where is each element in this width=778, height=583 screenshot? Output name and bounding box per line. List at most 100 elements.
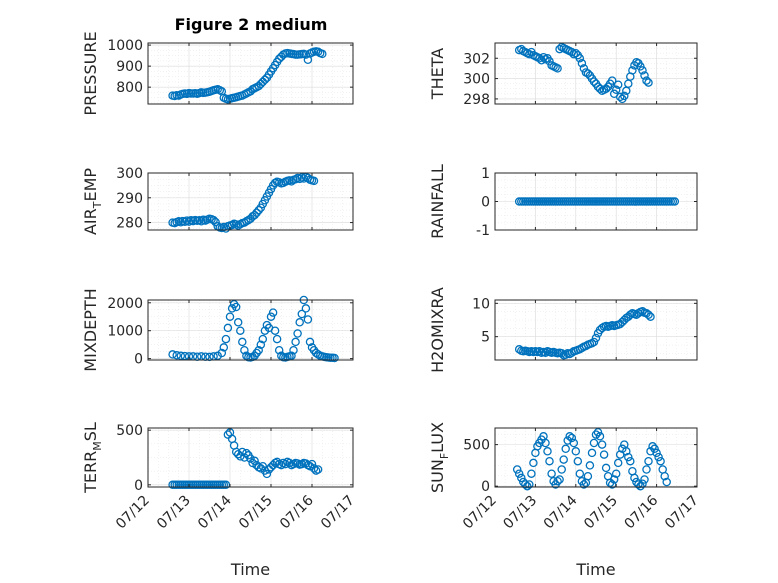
y-axis-label-subscript: T bbox=[91, 201, 104, 209]
data-point bbox=[660, 471, 669, 481]
y-tick-label: 0 bbox=[481, 195, 490, 211]
data-point bbox=[559, 455, 568, 464]
data-point bbox=[219, 222, 229, 232]
data-point bbox=[254, 205, 263, 215]
data-point bbox=[258, 334, 268, 344]
data-point bbox=[176, 351, 186, 361]
data-point bbox=[670, 197, 680, 206]
y-tick-label: 1000 bbox=[107, 38, 143, 54]
data-point bbox=[565, 432, 574, 441]
data-point bbox=[573, 456, 583, 466]
y-tick-label: 0 bbox=[134, 352, 143, 368]
data-point bbox=[252, 208, 261, 217]
data-point bbox=[644, 456, 653, 466]
data-point bbox=[613, 80, 623, 89]
data-point bbox=[256, 340, 266, 349]
y-axis-label-main: TERR bbox=[81, 451, 100, 494]
data-point bbox=[514, 345, 524, 354]
data-point bbox=[240, 345, 249, 355]
data-point bbox=[223, 430, 233, 439]
data-point bbox=[597, 323, 607, 333]
data-point bbox=[577, 59, 587, 68]
chart-panel-mixdepth: 0 1000 2000 MIXDEPTH bbox=[81, 288, 354, 372]
y-axis-label-main: PRESSURE bbox=[81, 31, 100, 115]
figure-title: Figure 2 medium bbox=[175, 15, 328, 34]
data-point bbox=[225, 312, 235, 321]
data-point bbox=[567, 433, 577, 443]
data-point bbox=[525, 480, 534, 489]
data-point bbox=[318, 49, 327, 59]
y-axis-label-main: MIXDEPTH bbox=[81, 288, 100, 371]
data-point bbox=[529, 458, 538, 468]
data-point bbox=[272, 334, 282, 344]
data-point bbox=[609, 475, 619, 484]
data-point bbox=[250, 456, 259, 466]
chart-panel-terr_msl: 07/12 07/13 07/14 07/15 07/16 07/17 0 500 TERRMS… bbox=[81, 422, 358, 579]
y-axis-label: AIRTEMP bbox=[81, 168, 104, 235]
y-tick-label: 298 bbox=[463, 92, 490, 108]
data-point bbox=[601, 84, 611, 94]
y-axis-label: TERRMSL bbox=[81, 422, 104, 494]
data-point bbox=[648, 442, 657, 451]
data-point bbox=[654, 452, 663, 462]
axes-box bbox=[494, 427, 698, 488]
data-point bbox=[514, 469, 524, 478]
data-point bbox=[227, 304, 237, 313]
data-point bbox=[330, 353, 339, 363]
y-axis-label-rest: SL bbox=[81, 422, 100, 441]
data-point bbox=[221, 480, 231, 490]
data-point bbox=[585, 461, 595, 470]
data-point bbox=[521, 480, 530, 489]
y-axis-label-main: RAINFALL bbox=[428, 164, 447, 239]
axes-box bbox=[147, 172, 354, 231]
y-tick-label: -1 bbox=[476, 223, 490, 239]
data-point bbox=[589, 77, 599, 86]
data-point bbox=[557, 349, 566, 358]
data-point bbox=[589, 337, 599, 347]
data-point bbox=[634, 309, 643, 318]
data-point bbox=[313, 47, 323, 57]
data-point bbox=[242, 351, 251, 361]
data-point bbox=[591, 430, 601, 439]
data-point bbox=[219, 343, 229, 352]
y-tick-label: 1 bbox=[481, 166, 490, 182]
data-point bbox=[266, 312, 276, 321]
data-point bbox=[557, 465, 566, 474]
data-point bbox=[236, 326, 245, 335]
y-axis-label-rest: EMP bbox=[81, 168, 100, 202]
y-tick-label: 280 bbox=[116, 216, 143, 232]
y-axis-label: RAINFALL bbox=[428, 164, 447, 239]
y-tick-label: 302 bbox=[463, 51, 490, 67]
chart-panel-theta: 298 300 302 THETA bbox=[428, 42, 698, 108]
y-axis-label: H2OMIXRA bbox=[428, 287, 447, 373]
data-point bbox=[644, 78, 653, 87]
data-point bbox=[646, 312, 655, 321]
y-axis-label-rest: LUX bbox=[428, 422, 447, 453]
data-point bbox=[248, 458, 257, 468]
data-point bbox=[211, 217, 220, 227]
y-axis-label: THETA bbox=[428, 48, 447, 100]
data-point bbox=[611, 85, 621, 95]
x-tick-label: 07/15 bbox=[236, 493, 276, 533]
axes-box bbox=[147, 299, 354, 361]
data-point bbox=[547, 469, 556, 478]
data-point bbox=[305, 337, 315, 347]
data-point bbox=[268, 308, 278, 317]
y-tick-label: 300 bbox=[463, 72, 490, 88]
data-point bbox=[652, 448, 661, 458]
data-point bbox=[527, 469, 536, 478]
data-point bbox=[172, 351, 181, 360]
data-point bbox=[553, 476, 562, 486]
axes-box bbox=[147, 427, 354, 488]
data-point bbox=[622, 447, 631, 456]
y-axis-label: MIXDEPTH bbox=[81, 288, 100, 371]
data-point bbox=[642, 76, 651, 85]
data-point bbox=[555, 44, 564, 54]
data-point bbox=[579, 64, 589, 73]
data-point bbox=[517, 473, 526, 483]
x-tick-label: 07/13 bbox=[500, 493, 540, 533]
data-point bbox=[599, 450, 609, 459]
data-point bbox=[545, 57, 554, 66]
y-tick-label: 290 bbox=[116, 191, 143, 207]
